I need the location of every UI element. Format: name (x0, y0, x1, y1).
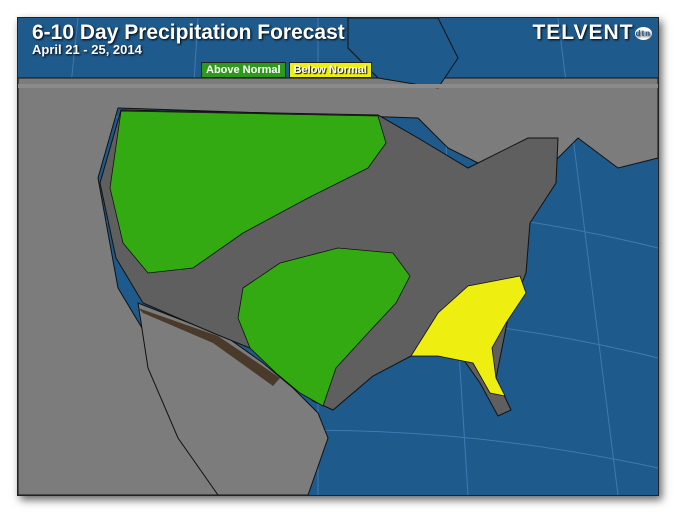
telvent-logo: TELVENT dtn (532, 21, 652, 45)
logo-text: TELVENT (532, 21, 634, 44)
hudson-bay (347, 18, 459, 89)
date-range: April 21 - 25, 2014 (32, 42, 142, 57)
above-normal-south (237, 247, 411, 407)
above-normal-north (109, 110, 387, 274)
dtn-badge: dtn (634, 26, 652, 40)
legend-below-normal: Below Normal (288, 62, 372, 78)
legend: Above Normal Below Normal (201, 62, 372, 78)
forecast-map: 6-10 Day Precipitation Forecast April 21… (17, 17, 659, 496)
below-normal-southeast (410, 275, 527, 397)
header-divider (18, 84, 658, 88)
border-region (138, 308, 280, 386)
mexico-landmass (137, 302, 329, 495)
map-canvas (18, 18, 658, 495)
page-title: 6-10 Day Precipitation Forecast (32, 21, 345, 44)
legend-above-normal: Above Normal (201, 62, 286, 78)
